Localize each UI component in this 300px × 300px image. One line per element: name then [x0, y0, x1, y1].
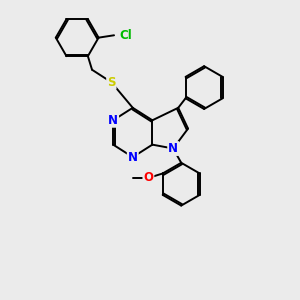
Text: O: O: [143, 171, 153, 184]
Text: N: N: [128, 151, 138, 164]
Text: Cl: Cl: [119, 29, 132, 42]
Text: N: N: [108, 114, 118, 127]
Text: S: S: [107, 76, 116, 89]
Text: N: N: [168, 142, 178, 155]
